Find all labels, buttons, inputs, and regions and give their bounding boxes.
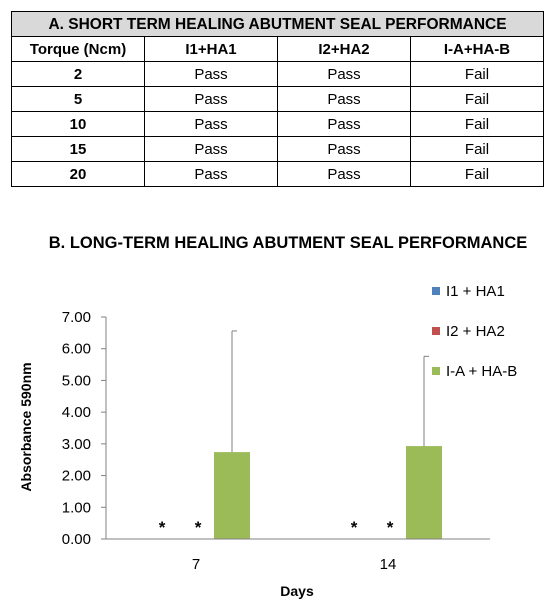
significance-marker: *	[387, 518, 394, 537]
result-cell: Pass	[277, 111, 411, 137]
y-axis-label: Absorbance 590nm	[18, 362, 34, 491]
x-tick-label: 14	[380, 556, 397, 573]
legend: I1 + HA1 I2 + HA2 I-A + HA-B	[432, 283, 517, 380]
result-cell: Fail	[410, 61, 544, 87]
y-tick-label: 7.00	[62, 309, 91, 326]
result-cell: Pass	[144, 86, 278, 112]
result-cell: Pass	[277, 61, 411, 87]
column-header: I1+HA1	[144, 36, 278, 62]
y-tick-label: 1.00	[62, 499, 91, 516]
column-header: Torque (Ncm)	[11, 36, 145, 62]
result-cell: Fail	[410, 111, 544, 137]
x-axis-ticks: 7 14	[192, 556, 397, 573]
result-cell: Pass	[277, 161, 411, 187]
table-row: 10 Pass Pass Fail	[11, 111, 544, 137]
result-cell: Pass	[144, 161, 278, 187]
y-tick-label: 0.00	[62, 531, 91, 548]
y-tick-label: 3.00	[62, 436, 91, 453]
result-cell: Pass	[277, 86, 411, 112]
table-title-row: A. SHORT TERM HEALING ABUTMENT SEAL PERF…	[11, 11, 544, 37]
result-cell: Pass	[144, 136, 278, 162]
torque-cell: 2	[11, 61, 145, 87]
table-header-row: Torque (Ncm) I1+HA1 I2+HA2 I-A+HA-B	[11, 36, 544, 62]
y-axis-ticks: 0.00 1.00 2.00 3.00 4.00 5.00 6.00 7.00	[62, 309, 106, 548]
legend-swatch	[432, 287, 440, 295]
legend-label: I2 + HA2	[446, 323, 505, 340]
significance-marker: *	[351, 518, 358, 537]
y-tick-label: 2.00	[62, 468, 91, 485]
y-tick-label: 5.00	[62, 372, 91, 389]
bars: * * * *	[159, 330, 442, 539]
table-title: A. SHORT TERM HEALING ABUTMENT SEAL PERF…	[11, 11, 544, 37]
y-tick-label: 4.00	[62, 404, 91, 421]
torque-cell: 20	[11, 161, 145, 187]
result-cell: Fail	[410, 161, 544, 187]
column-header: I-A+HA-B	[410, 36, 544, 62]
legend-label: I1 + HA1	[446, 283, 505, 300]
x-tick-label: 7	[192, 556, 200, 573]
bar	[406, 446, 442, 539]
result-cell: Fail	[410, 136, 544, 162]
axes	[105, 317, 490, 540]
torque-cell: 5	[11, 86, 145, 112]
torque-cell: 15	[11, 136, 145, 162]
result-cell: Pass	[277, 136, 411, 162]
column-header: I2+HA2	[277, 36, 411, 62]
x-axis-label: Days	[280, 583, 314, 599]
legend-label: I-A + HA-B	[446, 363, 517, 380]
short-term-seal-table: A. SHORT TERM HEALING ABUTMENT SEAL PERF…	[11, 11, 544, 187]
table-row: 20 Pass Pass Fail	[11, 161, 544, 187]
table-row: 5 Pass Pass Fail	[11, 86, 544, 112]
bar	[214, 452, 250, 539]
table-row: 15 Pass Pass Fail	[11, 136, 544, 162]
legend-swatch	[432, 367, 440, 375]
result-cell: Fail	[410, 86, 544, 112]
table-row: 2 Pass Pass Fail	[11, 61, 544, 87]
y-tick-label: 6.00	[62, 341, 91, 358]
torque-cell: 10	[11, 111, 145, 137]
significance-marker: *	[195, 518, 202, 537]
chart-title: B. LONG-TERM HEALING ABUTMENT SEAL PERFO…	[49, 234, 528, 252]
result-cell: Pass	[144, 61, 278, 87]
result-cell: Pass	[144, 111, 278, 137]
long-term-seal-chart: B. LONG-TERM HEALING ABUTMENT SEAL PERFO…	[18, 234, 528, 599]
legend-swatch	[432, 327, 440, 335]
significance-marker: *	[159, 518, 166, 537]
